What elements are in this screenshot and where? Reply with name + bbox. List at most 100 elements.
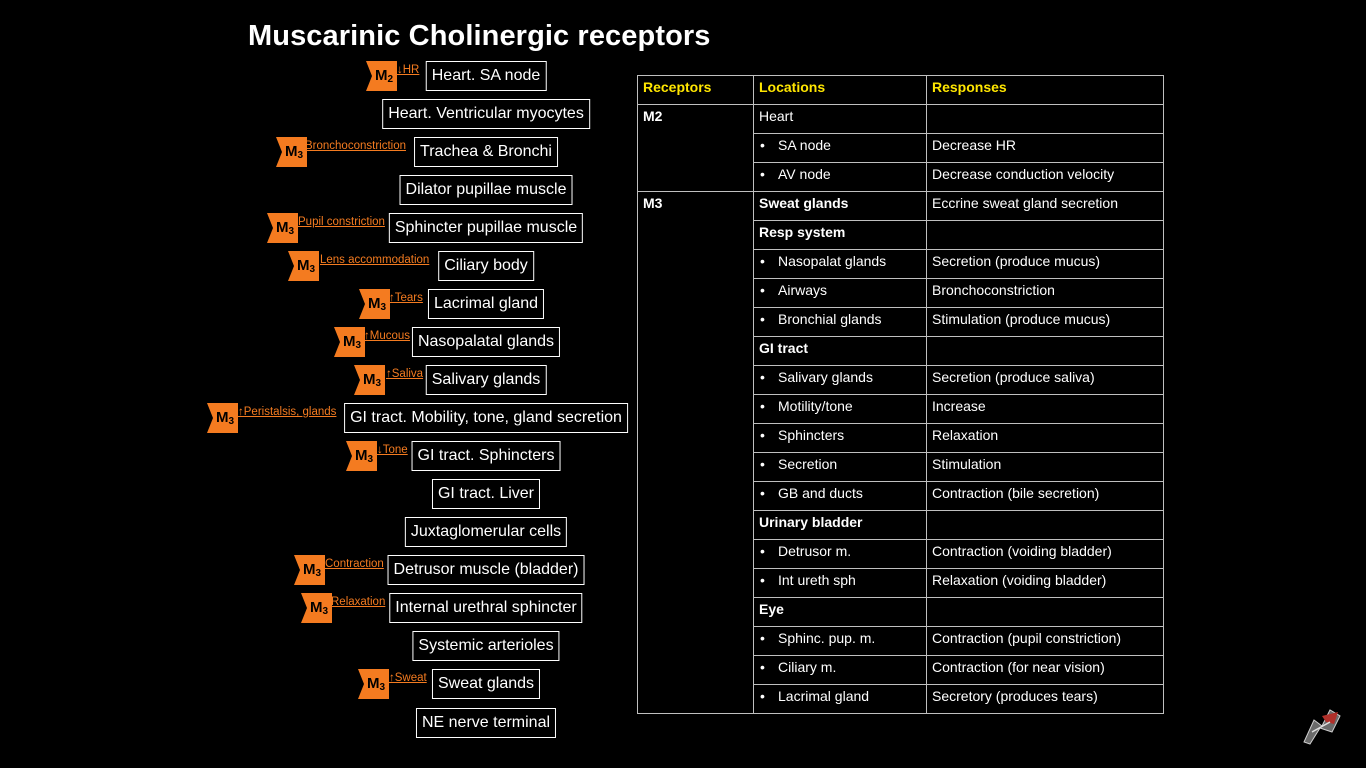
response-cell: Secretory (produces tears) [926, 684, 1164, 714]
location-cell: Int ureth sph [753, 568, 927, 598]
list-item: M3 ↓Tone GI tract. Sphincters [0, 441, 640, 471]
response-cell: Increase [926, 394, 1164, 424]
column-header: Receptors [637, 75, 754, 105]
table-row: Ciliary m.Contraction (for near vision) [638, 655, 1164, 685]
channel-logo-icon [1303, 709, 1341, 745]
list-item: Dilator pupillae muscle [0, 175, 640, 205]
response-cell: Secretion (produce mucus) [926, 249, 1164, 279]
effect-annotation: ↑Mucous [364, 330, 411, 342]
location-box: Sphincter pupillae muscle [388, 213, 584, 243]
response-cell: Contraction (pupil constriction) [926, 626, 1164, 656]
location-box: Lacrimal gland [427, 289, 545, 319]
badge-subscript: 3 [375, 378, 382, 389]
list-item: Heart. Ventricular myocytes [0, 99, 640, 129]
list-item: NE nerve terminal [0, 708, 640, 738]
badge-subscript: 3 [379, 682, 386, 693]
list-item: M3 ↑Mucous Nasopalatal glands [0, 327, 640, 357]
location-cell: Lacrimal gland [753, 684, 927, 714]
location-box: Sweat glands [431, 669, 541, 699]
effect-annotation: ↓Tone [377, 444, 408, 456]
column-header: Responses [926, 75, 1164, 105]
response-cell: Relaxation (voiding bladder) [926, 568, 1164, 598]
table-row: M2 Heart [637, 104, 1164, 192]
response-cell [926, 597, 1164, 627]
effect-annotation: ↓HR [397, 64, 420, 76]
location-box: Ciliary body [438, 251, 534, 281]
badge-letter: M [363, 371, 376, 388]
badge-letter: M [297, 257, 310, 274]
badge-subscript: 3 [309, 264, 316, 275]
response-cell: Contraction (voiding bladder) [926, 539, 1164, 569]
badge-letter: M [355, 447, 368, 464]
response-cell [926, 220, 1164, 250]
response-cell [926, 510, 1164, 540]
effect-annotation: Pupil constriction [298, 216, 385, 228]
list-item: M3 Lens accommodation Ciliary body [0, 251, 640, 281]
receptor-location-list: M2 ↓HR Heart. SA node Heart. Ventricular… [0, 0, 640, 768]
location-cell: Resp system [753, 220, 927, 250]
effect-annotation: Relaxation [331, 596, 386, 608]
response-cell: Secretion (produce saliva) [926, 365, 1164, 395]
badge-subscript: 3 [288, 226, 295, 237]
location-box: Heart. Ventricular myocytes [382, 99, 590, 129]
receptor-badge: M3 [358, 669, 390, 699]
list-item: M2 ↓HR Heart. SA node [0, 61, 640, 91]
badge-letter: M [368, 295, 381, 312]
location-box: Heart. SA node [425, 61, 547, 91]
effect-annotation: Lens accommodation [320, 254, 430, 266]
list-item: M3 Bronchoconstriction Trachea & Bronchi [0, 137, 640, 167]
location-cell: SA node [753, 133, 927, 163]
location-cell: AV node [753, 162, 927, 192]
badge-subscript: 3 [355, 340, 362, 351]
badge-letter: M [303, 561, 316, 578]
location-cell: Nasopalat glands [753, 249, 927, 279]
list-item: M3 Contraction Detrusor muscle (bladder) [0, 555, 640, 585]
list-item: M3 ↑Peristalsis, glands GI tract. Mobili… [0, 403, 640, 433]
badge-letter: M [216, 409, 229, 426]
location-box: GI tract. Sphincters [411, 441, 561, 471]
table-row: Detrusor m.Contraction (voiding bladder) [638, 539, 1164, 569]
response-cell: Decrease HR [926, 133, 1164, 163]
response-cell: Stimulation (produce mucus) [926, 307, 1164, 337]
response-cell: Bronchoconstriction [926, 278, 1164, 308]
location-cell: Sweat glands [753, 191, 927, 221]
location-cell: Eye [753, 597, 927, 627]
response-cell: Stimulation [926, 452, 1164, 482]
badge-subscript: 3 [228, 416, 235, 427]
table-row: Eye [638, 597, 1164, 627]
location-cell: Ciliary m. [753, 655, 927, 685]
receptor-cell: M2 [637, 104, 754, 192]
list-item: M3 ↑Saliva Salivary glands [0, 365, 640, 395]
badge-letter: M [285, 143, 298, 160]
location-cell: Motility/tone [753, 394, 927, 424]
location-cell: Detrusor m. [753, 539, 927, 569]
badge-letter: M [343, 333, 356, 350]
location-cell: Bronchial glands [753, 307, 927, 337]
table-header-row: Receptors Locations Responses [637, 75, 1164, 105]
list-item: M3 ↑Tears Lacrimal gland [0, 289, 640, 319]
badge-letter: M [367, 675, 380, 692]
badge-letter: M [276, 219, 289, 236]
list-item: M3 ↑Sweat Sweat glands [0, 669, 640, 699]
location-box: NE nerve terminal [415, 708, 557, 738]
badge-letter: M [375, 67, 388, 84]
location-box: GI tract. Liver [431, 479, 541, 509]
table-row: M3 Sweat glands Eccrine sweat gland secret… [637, 191, 1164, 714]
location-box: Trachea & Bronchi [414, 137, 558, 167]
receptor-badge: M3 [267, 213, 299, 243]
table-row: GI tract [638, 336, 1164, 366]
receptor-badge: M3 [288, 251, 320, 281]
receptor-badge: M3 [276, 137, 308, 167]
badge-subscript: 3 [367, 454, 374, 465]
response-cell [926, 104, 1164, 134]
location-cell: Salivary glands [753, 365, 927, 395]
location-box: Nasopalatal glands [411, 327, 561, 357]
effect-annotation: ↑Peristalsis, glands [238, 406, 337, 418]
badge-subscript: 3 [297, 150, 304, 161]
